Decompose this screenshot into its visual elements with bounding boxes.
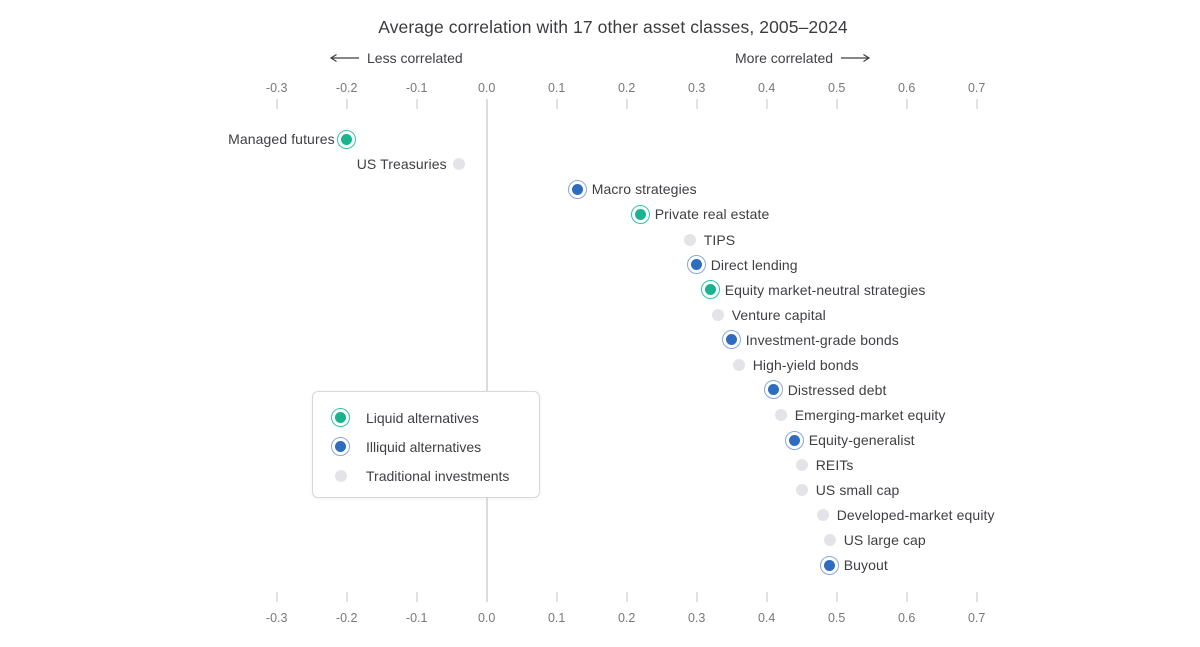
data-point-dot-liquid [631,204,651,224]
data-point-dot-traditional [823,534,836,547]
data-point-label: Macro strategies [591,181,697,198]
data-point-dot-illiquid [722,330,742,350]
x-tick-mark-top [346,99,348,109]
data-point-label: US small cap [815,482,900,499]
x-tick-mark-bottom [416,592,418,602]
x-tick-label-top: 0.7 [967,81,986,95]
legend: Liquid alternatives Illiquid alternative… [312,391,540,498]
more-correlated-label: More correlated [735,50,834,66]
x-tick-label-top: 0.6 [897,81,916,95]
x-tick-label-top: 0.5 [827,81,846,95]
illiquid-alternatives-dot-icon [331,437,350,456]
data-point-label: High-yield bonds [752,356,859,373]
x-tick-mark-top [766,99,768,109]
liquid-alternatives-dot-icon [331,408,350,427]
right-arrow-icon [841,53,871,63]
data-point-label: US large cap [843,532,926,549]
legend-label-illiquid: Illiquid alternatives [366,438,482,455]
x-tick-mark-bottom [976,592,978,602]
x-tick-mark-top [276,99,278,109]
x-tick-label-top: -0.2 [335,81,358,95]
x-tick-label-bottom: 0.5 [827,611,846,625]
data-point-dot-traditional [452,158,465,171]
legend-label-traditional: Traditional investments [366,467,510,484]
data-point-dot-traditional [774,408,787,421]
legend-item-liquid: Liquid alternatives [331,403,539,432]
data-point-dot-traditional [683,233,696,246]
data-point-label: Emerging-market equity [794,406,946,423]
x-tick-mark-top [906,99,908,109]
x-tick-label-bottom: 0.3 [687,611,706,625]
data-point-dot-traditional [732,358,745,371]
x-tick-label-top: 0.1 [547,81,566,95]
x-tick-label-top: 0.4 [757,81,776,95]
more-correlated-annotation: More correlated [735,49,871,67]
data-point-label: Investment-grade bonds [745,331,899,348]
x-tick-mark-bottom [626,592,628,602]
legend-item-traditional: Traditional investments [331,461,539,490]
x-tick-label-top: 0.3 [687,81,706,95]
x-tick-mark-bottom [276,592,278,602]
legend-label-liquid: Liquid alternatives [366,409,479,426]
less-correlated-label: Less correlated [367,50,463,66]
zero-reference-line [486,99,488,602]
data-point-dot-illiquid [687,255,707,275]
x-tick-mark-top [976,99,978,109]
x-tick-label-bottom: -0.2 [335,611,358,625]
data-point-dot-illiquid [820,555,840,575]
data-point-label: Buyout [843,557,888,574]
x-tick-mark-bottom [696,592,698,602]
x-tick-label-top: -0.1 [405,81,428,95]
x-tick-mark-bottom [346,592,348,602]
data-point-label: Equity market-neutral strategies [724,281,926,298]
x-tick-label-top: 0.0 [477,81,496,95]
chart-title: Average correlation with 17 other asset … [378,17,848,37]
data-point-dot-liquid [337,129,357,149]
x-tick-label-bottom: 0.0 [477,611,496,625]
x-tick-mark-top [696,99,698,109]
data-point-label: Direct lending [710,256,798,273]
x-tick-mark-bottom [836,592,838,602]
data-point-dot-illiquid [568,179,588,199]
x-tick-label-bottom: 0.7 [967,611,986,625]
x-tick-label-bottom: 0.4 [757,611,776,625]
data-point-label: Developed-market equity [836,507,995,524]
x-tick-mark-bottom [556,592,558,602]
data-point-label: Managed futures [228,131,335,148]
data-point-dot-traditional [711,308,724,321]
x-tick-label-bottom: -0.3 [265,611,288,625]
left-arrow-icon [329,53,359,63]
data-point-label: Private real estate [654,206,770,223]
x-tick-label-bottom: -0.1 [405,611,428,625]
data-point-dot-liquid [701,280,721,300]
data-point-label: TIPS [703,231,736,248]
data-point-dot-illiquid [764,380,784,400]
legend-item-illiquid: Illiquid alternatives [331,432,539,461]
data-point-label: REITs [815,457,854,474]
data-point-label: Equity-generalist [808,432,915,449]
x-tick-mark-top [836,99,838,109]
data-point-dot-illiquid [785,430,805,450]
x-tick-label-bottom: 0.2 [617,611,636,625]
traditional-investments-dot-icon [334,469,347,482]
data-point-label: Venture capital [731,306,826,323]
x-tick-label-bottom: 0.6 [897,611,916,625]
x-tick-mark-bottom [766,592,768,602]
x-tick-label-bottom: 0.1 [547,611,566,625]
less-correlated-annotation: Less correlated [329,49,463,67]
data-point-label: US Treasuries [356,156,447,173]
data-point-dot-traditional [795,459,808,472]
data-point-dot-traditional [816,509,829,522]
data-point-dot-traditional [795,484,808,497]
x-tick-mark-top [626,99,628,109]
x-tick-mark-bottom [906,592,908,602]
x-tick-label-top: -0.3 [265,81,288,95]
data-point-label: Distressed debt [787,381,887,398]
x-tick-mark-top [556,99,558,109]
x-tick-mark-top [416,99,418,109]
x-tick-label-top: 0.2 [617,81,636,95]
